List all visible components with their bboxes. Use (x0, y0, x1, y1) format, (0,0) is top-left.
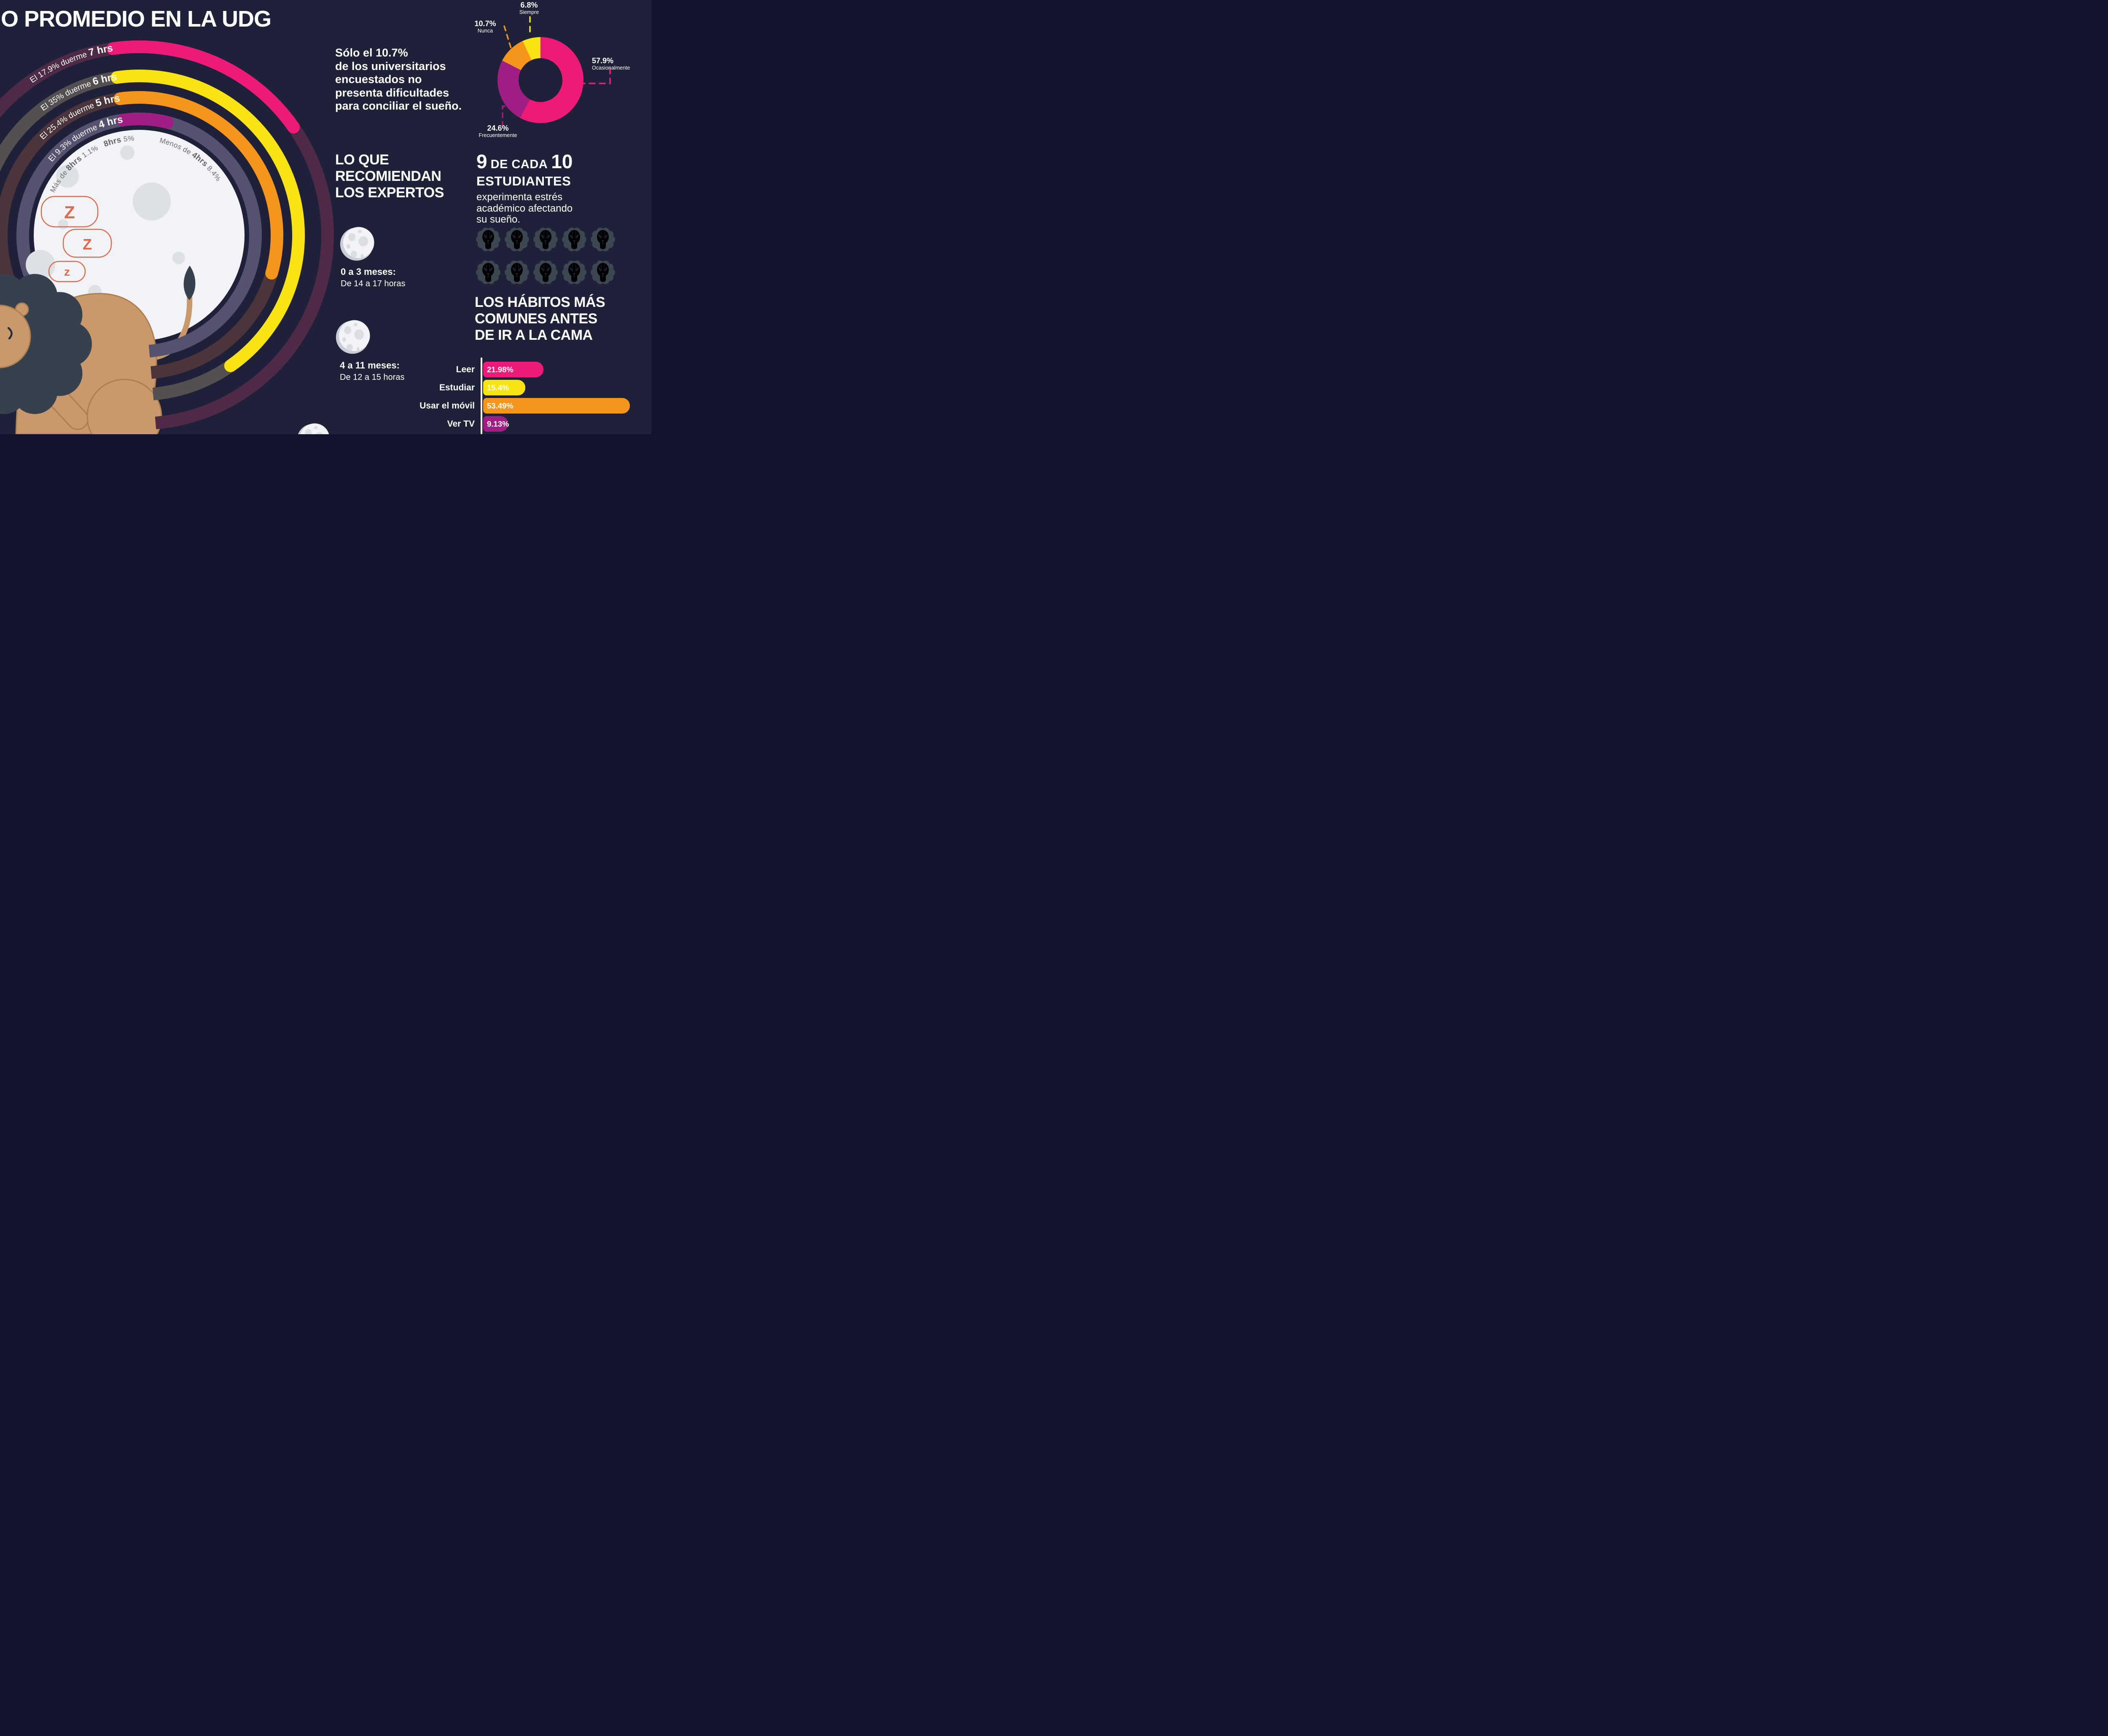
z-letter: z (64, 265, 70, 278)
leader-ocasionalmente (578, 67, 611, 84)
bar-chart-axis (481, 357, 482, 434)
recommendation-0-3-meses: 0 a 3 meses: De 14 a 17 horas (341, 266, 406, 288)
lion-closed-eye (7, 327, 13, 340)
bar-ver-tv: 9.13% (483, 416, 509, 432)
bar-leer: 21.98% (483, 362, 543, 377)
leader-nunca (503, 25, 512, 49)
intro-line: Sólo el 10.7% (335, 46, 408, 59)
page-title: O PROMEDIO EN LA UDG (1, 6, 272, 32)
sleep-difficulty-donut-chart (497, 37, 583, 123)
bar-value-label: 21.98% (487, 365, 514, 374)
sleep-rings-overlay (148, 290, 308, 430)
infographic-page: Z Z z (0, 0, 651, 434)
donut-label-siempre: 6.8% Siempre (519, 1, 539, 16)
stat-number-10: 10 (551, 150, 573, 172)
lions-pictogram (475, 225, 620, 288)
habits-section-heading: LOS HÁBITOS MÁS COMUNES ANTES DE IR A LA… (475, 294, 605, 343)
bar-category-label: Leer (456, 365, 475, 374)
sleeping-lion-illustration (0, 266, 196, 434)
bar-usar-el-móvil: 53.49% (483, 398, 630, 414)
bar-value-label: 53.49% (487, 401, 514, 410)
experts-section-heading: LO QUE RECOMIENDAN LOS EXPERTOS (335, 152, 444, 201)
lion-icon-affected (475, 225, 502, 255)
bar-value-label: 15.4% (487, 383, 509, 392)
intro-line: para conciliar el sueño. (335, 99, 462, 112)
stress-body-text: experimenta estrés académico afectando s… (476, 191, 573, 225)
z-letter: Z (64, 202, 75, 222)
moon-icon-bottom (297, 423, 330, 434)
moon-icon-0-3-meses (340, 227, 374, 261)
lion-face-big (0, 304, 31, 368)
lion-icon-affected (532, 225, 559, 255)
recommendation-4-11-meses: 4 a 11 meses: De 12 a 15 horas (340, 360, 405, 382)
intro-line: de los universitarios (335, 59, 446, 73)
stat-number-9: 9 (476, 150, 487, 172)
lion-icon-affected (475, 258, 502, 288)
bar-estudiar: 15.4% (483, 380, 526, 395)
bar-category-label: Ver TV (447, 419, 475, 429)
ring-arc-4hrs (116, 113, 174, 129)
sleep-z-bubbles: Z Z z (40, 196, 112, 282)
intro-line: encuestados no (335, 73, 422, 86)
intro-line: presenta dificultades (335, 86, 449, 99)
z-letter: Z (83, 236, 92, 253)
bar-value-label: 9.13% (487, 419, 509, 428)
moon-icon-4-11-meses (336, 320, 370, 354)
lion-icon-affected (503, 225, 530, 255)
ring-arc-7hrs (106, 40, 300, 134)
donut-label-frecuentemente: 24.6% Frecuentemente (479, 124, 517, 139)
moon-craters (26, 145, 185, 298)
donut-label-nunca: 10.7% Nunca (474, 19, 496, 34)
intro-statement: Sólo el 10.7% de los universitarios encu… (335, 46, 462, 113)
lion-icon-affected (561, 225, 588, 255)
lion-tail-tuft (183, 266, 196, 300)
lion-icon-affected (561, 258, 588, 288)
lion-icon-affected (532, 258, 559, 288)
lion-icon-affected (503, 258, 530, 288)
donut-label-ocasionalmente: 57.9% Ocasionalmente (592, 56, 630, 71)
lion-icon-affected (589, 225, 616, 255)
bar-category-label: Estudiar (439, 383, 475, 392)
ring-arc-5hrs (113, 91, 283, 280)
lion-icon-unaffected (589, 258, 616, 288)
bar-category-label: Usar el móvil (419, 401, 475, 411)
decorative-graphics: Z Z z (0, 16, 611, 434)
stress-statistic: 9 DE CADA 10 ESTUDIANTES experimenta est… (476, 150, 573, 225)
